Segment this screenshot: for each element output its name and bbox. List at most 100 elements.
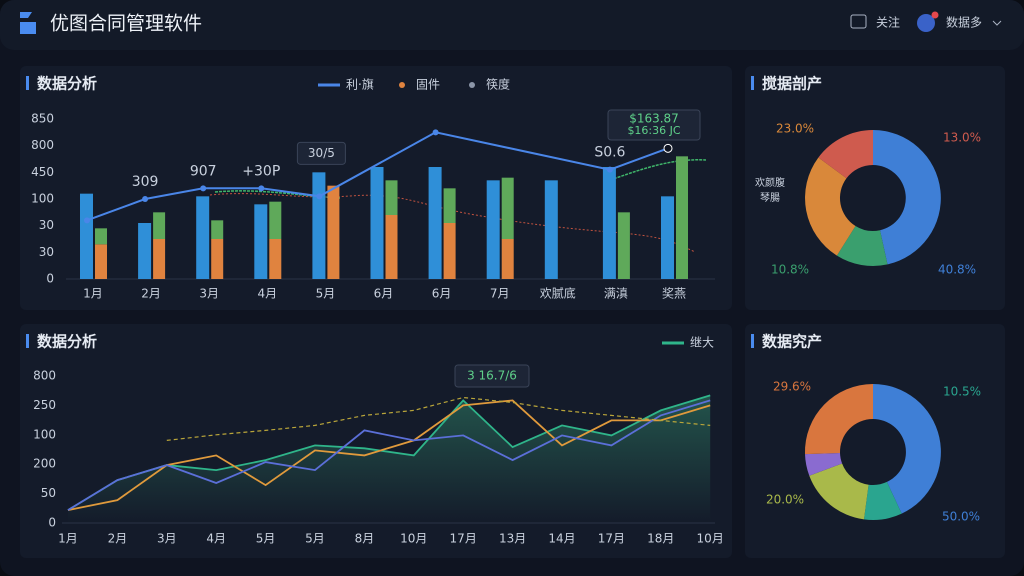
donut-slice [805, 157, 856, 256]
donut-slice [809, 463, 869, 520]
tooltip [296, 141, 346, 165]
bar [95, 244, 107, 279]
donut-slice [805, 453, 843, 476]
header-bar [0, 0, 1024, 50]
panel-title: 数据分析 [37, 333, 97, 351]
tooltip [454, 364, 530, 388]
x-tick-label: 1月 [83, 287, 103, 301]
y-tick-label: 850 [31, 112, 54, 126]
line [86, 131, 669, 222]
y-tick-label: 30 [39, 218, 54, 232]
panel-title: 数据分析 [37, 75, 97, 93]
app-title: 优图合同管理软件 [50, 13, 202, 35]
y-tick-label: 0 [48, 516, 56, 530]
donut-slice [818, 130, 873, 179]
decor-noise [214, 159, 707, 199]
donut-hole [841, 420, 905, 484]
legend-label: 利·旗 [346, 77, 374, 92]
bar [211, 239, 224, 279]
x-tick-label: 2月 [108, 532, 128, 546]
x-tick-label: 3月 [157, 532, 177, 546]
avatar[interactable] [917, 14, 935, 32]
title-accent [26, 76, 29, 90]
x-tick-label: 满滇 [604, 287, 628, 301]
donut-slice [836, 226, 888, 266]
x-tick-label: 5月 [316, 287, 336, 301]
bar [370, 167, 384, 279]
tooltip-label: $163.87 [629, 112, 679, 126]
line-point [142, 196, 149, 202]
line-point [606, 166, 613, 173]
y-tick-label: 100 [33, 427, 56, 441]
bar [269, 239, 282, 279]
legend-label: 筷度 [486, 77, 510, 92]
slice-label: 13.0% [943, 131, 981, 145]
bar [254, 204, 268, 279]
x-tick-label: 6月 [374, 287, 394, 301]
x-tick-label: 欢腻底 [540, 286, 576, 301]
legend-label: 继大 [690, 336, 714, 350]
bar [153, 212, 166, 239]
bar [312, 172, 326, 279]
point-label: S0.6 [594, 145, 625, 161]
line-point [200, 185, 207, 192]
bar [269, 201, 282, 239]
bar [486, 180, 500, 279]
donut-slice [873, 130, 941, 265]
follow-button[interactable]: 关注 [876, 15, 900, 30]
donut-slice [873, 384, 941, 514]
x-tick-label: 4月 [206, 532, 226, 546]
legend-swatch [469, 82, 475, 88]
x-tick-label: 14月 [548, 532, 575, 546]
y-tick-label: 100 [31, 192, 54, 206]
bar [544, 180, 558, 279]
bar [676, 156, 688, 279]
follow-icon[interactable] [850, 14, 867, 29]
y-tick-label: 800 [33, 369, 56, 383]
tooltip-label: 30/5 [308, 146, 335, 160]
bar [327, 185, 340, 279]
x-tick-label: 10月 [400, 532, 427, 546]
x-tick-label: 6月 [432, 287, 452, 301]
donut-slice [864, 481, 902, 520]
caret [992, 20, 1002, 26]
side-label: 琴腸 [760, 192, 780, 204]
x-tick-label: 4月 [257, 287, 277, 301]
bar [95, 228, 107, 245]
bar [443, 223, 456, 279]
legend-label: 固件 [416, 78, 440, 92]
line-point [432, 129, 439, 136]
slice-label: 50.0% [942, 510, 980, 524]
y-tick-label: 200 [33, 457, 56, 471]
x-tick-label: 1月 [58, 532, 78, 546]
line [67, 399, 711, 511]
slice-label: 23.0% [776, 122, 814, 136]
logo [20, 12, 36, 34]
panel-title: 数据究产 [762, 333, 822, 351]
slice-label: 10.5% [943, 385, 981, 399]
bar [617, 212, 630, 279]
slice-label: 40.8% [938, 263, 976, 277]
title-accent [751, 76, 754, 90]
line-point [316, 193, 323, 200]
y-tick-label: 30 [39, 245, 54, 259]
slice-label: 10.8% [771, 263, 809, 277]
donut-hole [841, 166, 905, 230]
decor-noise [209, 193, 696, 253]
bar [211, 220, 224, 239]
x-tick-label: 5月 [256, 532, 276, 546]
bar [501, 239, 514, 279]
line [67, 399, 711, 511]
point-label: +30P [242, 163, 280, 179]
line [166, 396, 711, 441]
badge [931, 11, 939, 19]
bar [443, 188, 456, 223]
y-tick-label: 250 [33, 398, 56, 412]
point-label: 907 [190, 163, 217, 179]
line-point [258, 185, 265, 192]
bar [138, 223, 152, 279]
user-menu[interactable]: 数据多 [946, 15, 982, 30]
x-tick-label: 17月 [450, 532, 477, 546]
x-tick-label: 5月 [305, 532, 325, 546]
